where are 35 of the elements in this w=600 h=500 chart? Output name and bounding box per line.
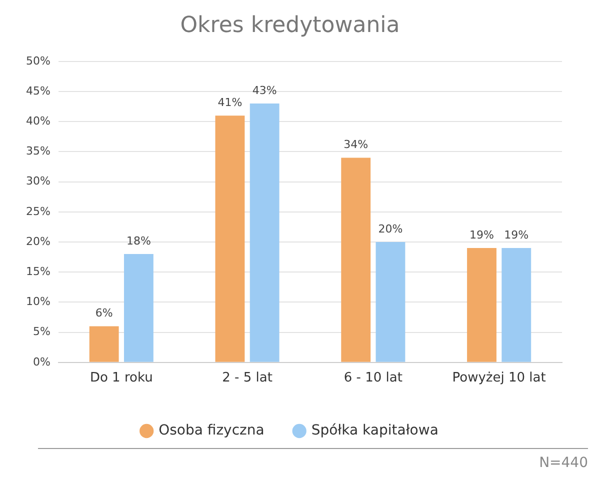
y-tick-label: 30%: [26, 174, 50, 188]
bar: [124, 254, 154, 362]
x-tick-label: Do 1 roku: [90, 370, 153, 386]
bar: [502, 248, 532, 362]
y-tick-label: 45%: [26, 84, 50, 98]
text: N=440: [539, 455, 588, 471]
data-label: 19%: [470, 228, 494, 242]
data-label: 20%: [378, 222, 403, 236]
bar: [215, 116, 245, 362]
y-tick-label: 5%: [32, 325, 50, 338]
data-label: 34%: [344, 138, 368, 152]
y-tick-label: 15%: [26, 264, 50, 278]
y-tick-label: 25%: [26, 204, 50, 218]
data-label: 41%: [218, 96, 242, 109]
y-tick-label: 10%: [26, 295, 50, 308]
x-tick-label: Powyżej 10 lat: [452, 370, 546, 386]
y-tick-label: 40%: [26, 114, 50, 128]
data-label: 6%: [95, 306, 113, 320]
y-tick-label: 20%: [26, 234, 50, 248]
y-tick-label: 50%: [26, 54, 50, 68]
data-label: 18%: [126, 234, 151, 248]
legend-label: Osoba fizyczna: [158, 422, 264, 439]
bar: [467, 248, 496, 362]
bar: [341, 158, 371, 362]
y-tick-label: 35%: [26, 144, 50, 158]
bar: [376, 242, 406, 362]
x-tick-label: 2 - 5 lat: [222, 370, 272, 386]
x-tick-label: 6 - 10 lat: [344, 370, 402, 386]
data-label: 43%: [252, 84, 277, 97]
bar: [89, 326, 119, 362]
data-label: 19%: [504, 228, 529, 242]
chart-title: Okres kredytowania: [180, 12, 400, 38]
bar: [250, 104, 280, 362]
y-tick-label: 0%: [32, 355, 50, 368]
legend-label: Spółka kapitałowa: [311, 422, 438, 439]
